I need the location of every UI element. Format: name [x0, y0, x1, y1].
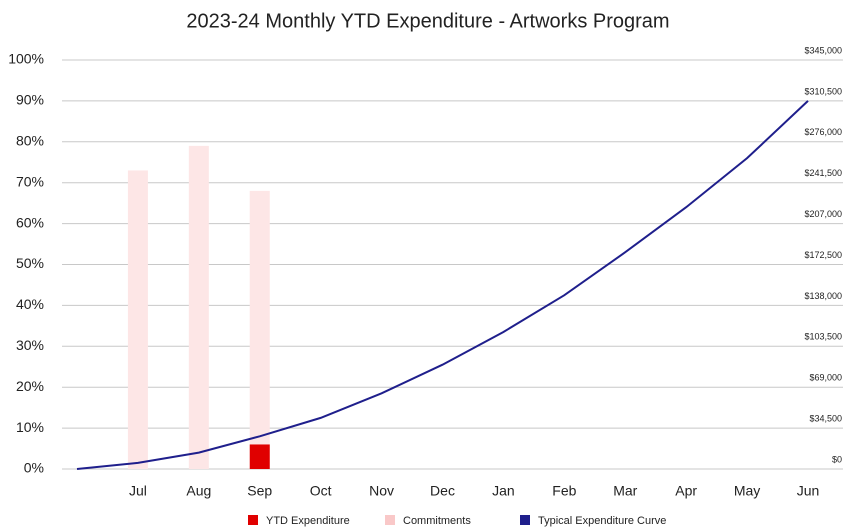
y2-tick-label: $0	[832, 454, 842, 464]
x-tick-label: Dec	[430, 483, 455, 499]
y2-tick-label: $241,500	[804, 168, 842, 178]
y2-tick-label: $138,000	[804, 291, 842, 301]
x-tick-label: Mar	[613, 483, 637, 499]
x-tick-label: Apr	[675, 483, 697, 499]
bar	[249, 190, 270, 469]
legend-label: Typical Expenditure Curve	[538, 515, 666, 527]
bar	[249, 444, 270, 469]
y-tick-label: 40%	[16, 296, 44, 312]
y2-tick-label: $310,500	[804, 86, 842, 96]
y-tick-label: 100%	[8, 51, 44, 67]
x-tick-label: Jul	[129, 483, 147, 499]
y2-tick-label: $276,000	[804, 127, 842, 137]
chart-title: 2023-24 Monthly YTD Expenditure - Artwor…	[186, 10, 669, 32]
y2-tick-label: $345,000	[804, 45, 842, 55]
y-tick-label: 50%	[16, 255, 44, 271]
x-tick-label: Nov	[369, 483, 394, 499]
x-tick-label: Sep	[247, 483, 272, 499]
y2-tick-label: $207,000	[804, 209, 842, 219]
legend-label: YTD Expenditure	[266, 515, 350, 527]
y-tick-label: 80%	[16, 133, 44, 149]
y-tick-label: 70%	[16, 173, 44, 189]
x-tick-label: Oct	[310, 483, 332, 499]
x-tick-label: Aug	[186, 483, 211, 499]
legend-swatch	[385, 515, 395, 525]
bar	[188, 145, 209, 469]
x-tick-label: Jun	[797, 483, 820, 499]
y2-tick-label: $69,000	[809, 373, 842, 383]
legend-label: Commitments	[403, 515, 471, 527]
legend-swatch	[520, 515, 530, 525]
legend-swatch	[248, 515, 258, 525]
y2-tick-label: $103,500	[804, 332, 842, 342]
x-tick-label: Jan	[492, 483, 515, 499]
y-tick-label: 30%	[16, 337, 44, 353]
y-tick-label: 90%	[16, 92, 44, 108]
y-tick-label: 20%	[16, 378, 44, 394]
x-tick-label: May	[734, 483, 760, 499]
line	[76, 100, 809, 470]
y-tick-label: 60%	[16, 214, 44, 230]
x-tick-label: Feb	[552, 483, 576, 499]
y2-tick-label: $172,500	[804, 250, 842, 260]
y2-tick-label: $34,500	[809, 413, 842, 423]
y-tick-label: 10%	[16, 419, 44, 435]
bar	[127, 170, 148, 469]
y-tick-label: 0%	[24, 460, 44, 476]
